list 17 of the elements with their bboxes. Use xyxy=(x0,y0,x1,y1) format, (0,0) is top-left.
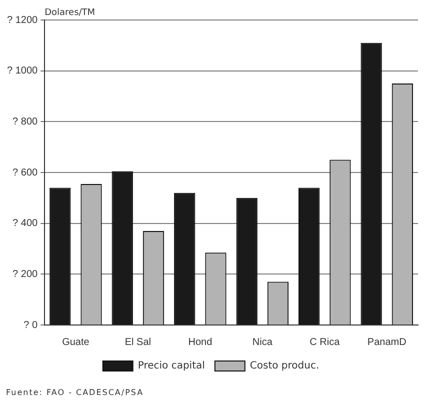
y-tick-label: ? 1200 xyxy=(6,14,38,26)
x-tick-label: C Rica xyxy=(310,336,340,348)
x-tick-label: Hond xyxy=(188,336,212,348)
source-note: Fuente: FAO - CADESCA/PSA xyxy=(6,388,144,397)
legend-label: Costo produc. xyxy=(250,360,320,372)
legend-label: Precio capital xyxy=(138,360,205,372)
y-tick-label: ? 400 xyxy=(12,218,38,230)
x-tick-label: Nica xyxy=(252,336,273,348)
x-tick-label: El Sal xyxy=(124,336,151,348)
x-tick-label: Guate xyxy=(62,336,90,348)
x-tick-label: PanamD xyxy=(367,336,406,348)
y-tick-label: ? 600 xyxy=(12,167,38,178)
y-tick-label: ? 200 xyxy=(12,268,38,280)
y-tick-label: ? 1000 xyxy=(6,66,38,77)
y-axis-title: Dolares/TM xyxy=(44,8,96,18)
y-tick-label: ? 0 xyxy=(24,320,38,331)
y-tick-label: ? 800 xyxy=(12,116,38,128)
